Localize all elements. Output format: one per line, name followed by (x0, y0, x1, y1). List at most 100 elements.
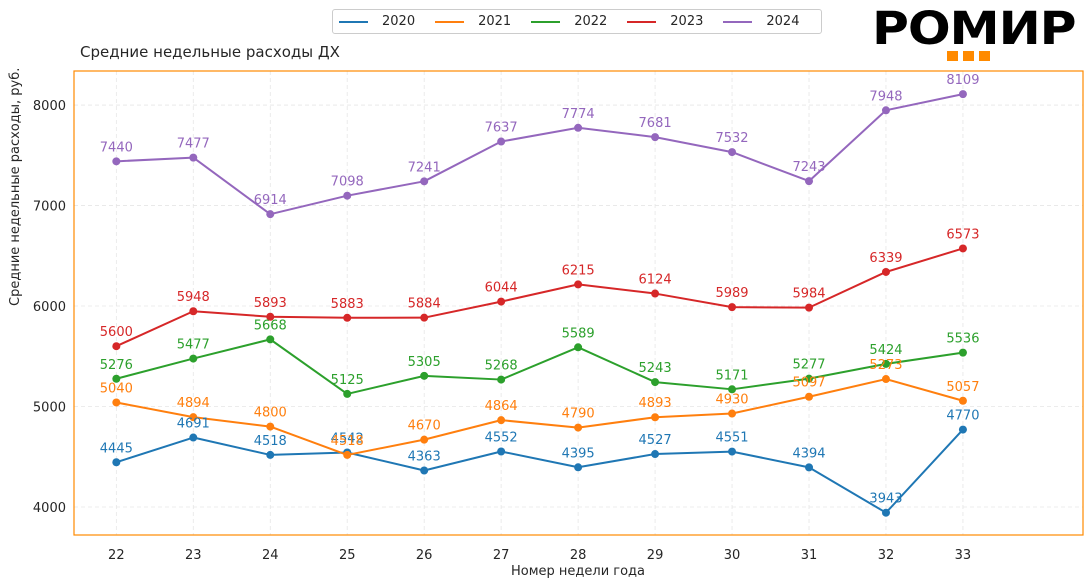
data-point-2021[interactable] (651, 413, 660, 422)
data-point-2023[interactable] (497, 297, 506, 306)
legend-item-2020[interactable]: 2020 (339, 14, 415, 29)
data-point-2020[interactable] (728, 447, 737, 456)
data-point-2020[interactable] (881, 508, 890, 517)
data-point-2022[interactable] (497, 375, 506, 384)
data-point-2024[interactable] (266, 210, 275, 219)
x-tick-label: 25 (339, 548, 356, 563)
data-point-2024[interactable] (420, 177, 429, 186)
data-label-2020: 4551 (715, 431, 748, 446)
data-point-2023[interactable] (881, 267, 890, 276)
data-label-2021: 4930 (715, 393, 748, 408)
data-label-2024: 7681 (639, 116, 672, 131)
data-label-2023: 5948 (177, 290, 210, 305)
data-label-2021: 4790 (562, 407, 595, 422)
data-point-2022[interactable] (805, 374, 814, 383)
data-label-2020: 4363 (408, 449, 441, 464)
data-label-2024: 7098 (331, 175, 364, 190)
data-point-2024[interactable] (958, 90, 967, 99)
legend-item-2024[interactable]: 2024 (723, 14, 799, 29)
data-point-2022[interactable] (574, 343, 583, 352)
legend-item-2021[interactable]: 2021 (435, 14, 511, 29)
data-point-2020[interactable] (651, 450, 660, 459)
data-point-2020[interactable] (497, 447, 506, 456)
data-point-2021[interactable] (574, 423, 583, 432)
data-point-2023[interactable] (728, 303, 737, 312)
data-point-2022[interactable] (651, 378, 660, 387)
data-point-2021[interactable] (805, 392, 814, 401)
data-point-2021[interactable] (497, 416, 506, 425)
data-point-2022[interactable] (266, 335, 275, 344)
x-tick-label: 33 (955, 548, 972, 563)
data-point-2021[interactable] (343, 450, 352, 459)
data-point-2023[interactable] (420, 313, 429, 322)
data-point-2024[interactable] (189, 153, 198, 162)
series-2020 (112, 425, 967, 517)
data-point-2023[interactable] (651, 289, 660, 298)
legend-label: 2020 (382, 14, 416, 29)
data-label-2023: 5884 (408, 297, 441, 312)
legend-swatch (435, 20, 465, 23)
data-point-2023[interactable] (805, 303, 814, 312)
y-axis-label: Средние недельные расходы, руб. (8, 68, 23, 306)
x-tick-label: 26 (416, 548, 433, 563)
data-point-2022[interactable] (958, 348, 967, 357)
legend-item-2023[interactable]: 2023 (627, 14, 703, 29)
data-point-2020[interactable] (266, 450, 275, 459)
data-label-2021: 5057 (946, 380, 979, 395)
data-point-2023[interactable] (958, 244, 967, 253)
data-label-2022: 5424 (869, 343, 902, 358)
data-point-2020[interactable] (805, 463, 814, 472)
data-point-2022[interactable] (420, 371, 429, 380)
data-label-2020: 4394 (792, 446, 825, 461)
data-point-2021[interactable] (420, 435, 429, 444)
data-point-2020[interactable] (574, 463, 583, 472)
data-point-2024[interactable] (805, 177, 814, 186)
x-tick-label: 32 (878, 548, 895, 563)
data-label-2020: 4445 (100, 441, 133, 456)
data-label-2024: 6914 (254, 193, 287, 208)
data-point-2023[interactable] (343, 313, 352, 322)
data-point-2022[interactable] (189, 354, 198, 363)
data-point-2020[interactable] (958, 425, 967, 434)
data-point-2022[interactable] (881, 359, 890, 368)
data-label-2020: 4691 (177, 417, 210, 432)
data-point-2021[interactable] (881, 375, 890, 384)
data-point-2024[interactable] (343, 191, 352, 200)
data-point-2022[interactable] (343, 389, 352, 398)
data-point-2021[interactable] (728, 409, 737, 418)
data-point-2022[interactable] (112, 374, 121, 383)
data-label-2021: 4800 (254, 406, 287, 421)
data-point-2020[interactable] (189, 433, 198, 442)
data-point-2021[interactable] (266, 422, 275, 431)
data-point-2021[interactable] (112, 398, 121, 407)
data-point-2020[interactable] (112, 458, 121, 467)
data-label-2021: 4894 (177, 396, 210, 411)
data-point-2021[interactable] (189, 413, 198, 422)
data-point-2021[interactable] (958, 396, 967, 405)
data-point-2023[interactable] (112, 342, 121, 351)
data-label-2023: 5883 (331, 297, 364, 312)
data-point-2024[interactable] (574, 123, 583, 132)
data-point-2020[interactable] (420, 466, 429, 475)
data-point-2024[interactable] (881, 106, 890, 115)
data-point-2023[interactable] (266, 312, 275, 321)
series-line-2022 (116, 338, 964, 395)
data-point-2024[interactable] (728, 148, 737, 157)
data-point-2024[interactable] (112, 157, 121, 166)
data-point-2024[interactable] (497, 137, 506, 146)
data-label-2022: 5668 (254, 318, 287, 333)
data-label-2023: 6124 (639, 273, 672, 288)
data-point-2023[interactable] (574, 280, 583, 289)
legend-item-2022[interactable]: 2022 (531, 14, 607, 29)
data-point-2023[interactable] (189, 307, 198, 316)
data-label-2022: 5243 (639, 361, 672, 376)
data-label-2020: 4395 (562, 446, 595, 461)
data-label-2022: 5536 (946, 332, 979, 347)
data-point-2024[interactable] (651, 133, 660, 142)
logo-square (963, 51, 974, 61)
data-point-2022[interactable] (728, 385, 737, 394)
data-label-2022: 5589 (562, 326, 595, 341)
data-label-2021: 5097 (792, 376, 825, 391)
data-label-2024: 8109 (946, 73, 979, 88)
